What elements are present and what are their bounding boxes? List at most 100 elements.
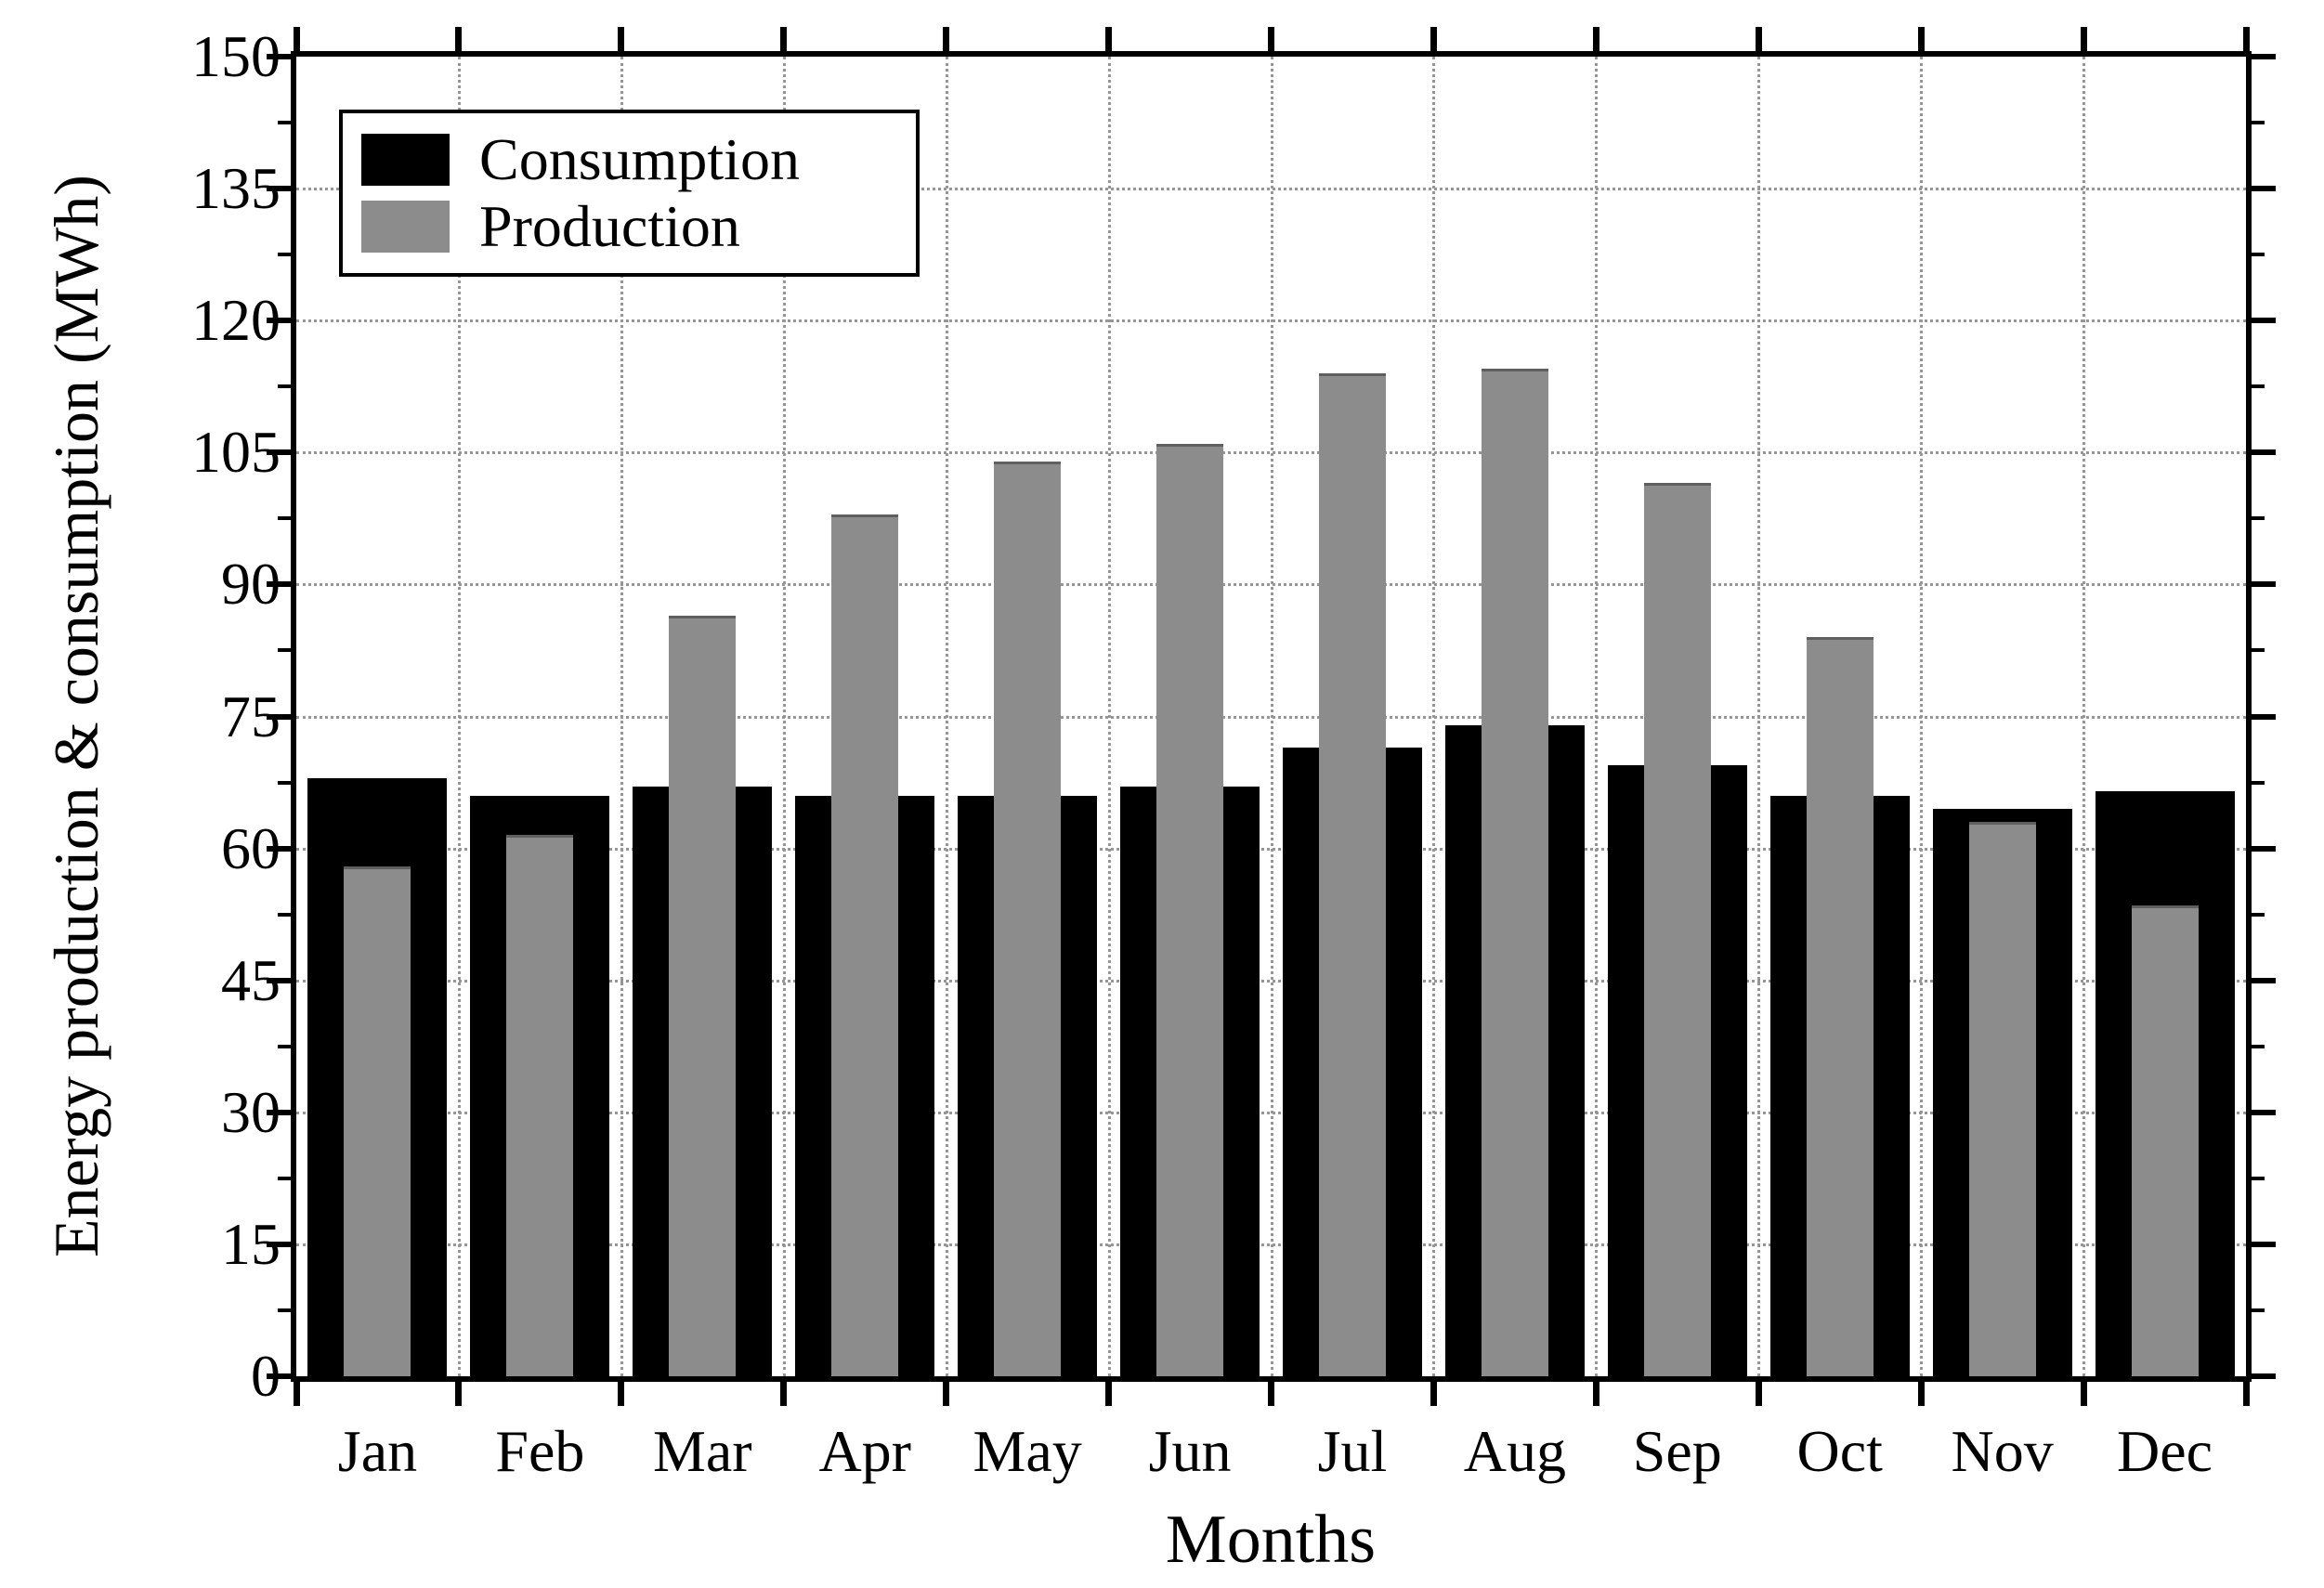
y-major-tick-left (267, 1241, 291, 1247)
y-minor-tick-left (278, 516, 291, 521)
y-major-tick-right (2252, 1109, 2276, 1115)
y-minor-tick-left (278, 780, 291, 785)
y-major-tick-right (2252, 186, 2276, 192)
x-tick-top (1105, 27, 1113, 51)
x-tick-bottom (1917, 1382, 1925, 1406)
y-tick-label: 150 (191, 23, 281, 89)
legend: Consumption Production (339, 110, 920, 277)
y-major-tick-left (267, 713, 291, 720)
y-minor-tick-left (278, 121, 291, 125)
y-minor-tick-right (2252, 253, 2265, 257)
y-major-tick-left (267, 449, 291, 456)
y-tick-label: 0 (251, 1343, 281, 1409)
y-minor-tick-right (2252, 121, 2265, 125)
legend-label-production: Production (479, 193, 740, 259)
v-gridline (620, 57, 623, 1376)
y-tick-label: 135 (191, 155, 281, 222)
bar-production-sep (1643, 483, 1711, 1376)
y-tick-label: 15 (221, 1210, 281, 1277)
x-tick-bottom (2080, 1382, 2087, 1406)
bar-production-oct (1806, 637, 1874, 1376)
x-tick-bottom (1105, 1382, 1113, 1406)
x-tick-bottom (618, 1382, 625, 1406)
y-tick-label: 120 (191, 287, 281, 354)
v-gridline (2082, 57, 2086, 1376)
y-tick-label: 90 (221, 551, 281, 618)
y-minor-tick-left (278, 1044, 291, 1048)
x-tick-bottom (1430, 1382, 1437, 1406)
y-tick-label: 30 (221, 1078, 281, 1145)
y-minor-tick-right (2252, 780, 2265, 785)
x-tick-label: Sep (1632, 1418, 1722, 1484)
y-minor-tick-right (2252, 1308, 2265, 1312)
y-tick-label: 75 (221, 683, 281, 749)
x-tick-label: Jan (337, 1418, 418, 1484)
legend-item-production: Production (361, 193, 897, 260)
y-major-tick-right (2252, 54, 2276, 59)
x-tick-top (2080, 27, 2087, 51)
y-minor-tick-right (2252, 384, 2265, 389)
y-tick-label: 45 (221, 946, 281, 1013)
x-tick-label: Aug (1463, 1418, 1566, 1484)
bar-production-may (994, 461, 1062, 1376)
y-minor-tick-right (2252, 1044, 2265, 1048)
x-tick-top (1430, 27, 1437, 51)
bar-production-mar (669, 615, 737, 1376)
y-major-tick-right (2252, 1241, 2276, 1247)
x-tick-label: Dec (2117, 1418, 2213, 1484)
y-axis-title: Energy production & consumption (MWh) (41, 175, 111, 1257)
x-tick-top (1592, 27, 1599, 51)
bar-production-aug (1481, 369, 1548, 1376)
x-tick-bottom (293, 1382, 300, 1406)
y-major-tick-left (267, 581, 291, 588)
x-tick-label: Apr (818, 1418, 911, 1484)
y-minor-tick-right (2252, 912, 2265, 917)
y-major-tick-left (267, 977, 291, 983)
x-tick-bottom (943, 1382, 950, 1406)
x-tick-top (455, 27, 463, 51)
x-tick-label: Jun (1148, 1418, 1232, 1484)
legend-label-consumption: Consumption (479, 126, 800, 192)
x-tick-bottom (455, 1382, 463, 1406)
bar-production-nov (1968, 822, 2036, 1376)
y-minor-tick-right (2252, 648, 2265, 653)
x-tick-top (780, 27, 788, 51)
y-major-tick-right (2252, 449, 2276, 456)
y-minor-tick-left (278, 912, 291, 917)
y-minor-tick-left (278, 1308, 291, 1312)
y-minor-tick-left (278, 253, 291, 257)
y-tick-label: 105 (191, 419, 281, 486)
x-tick-top (618, 27, 625, 51)
x-tick-bottom (1268, 1382, 1274, 1406)
y-major-tick-right (2252, 581, 2276, 588)
v-gridline (1757, 57, 1761, 1376)
x-tick-label: Nov (1951, 1418, 2054, 1484)
y-major-tick-right (2252, 977, 2276, 983)
x-tick-bottom (1755, 1382, 1762, 1406)
x-tick-label: Mar (652, 1418, 752, 1484)
bar-production-jan (344, 866, 411, 1376)
consumption-swatch (361, 134, 450, 186)
v-gridline (1432, 57, 1436, 1376)
x-tick-bottom (2242, 1382, 2250, 1406)
x-tick-label: Feb (495, 1418, 585, 1484)
y-minor-tick-left (278, 384, 291, 389)
v-gridline (457, 57, 461, 1376)
v-gridline (782, 57, 786, 1376)
x-tick-top (1917, 27, 1925, 51)
plot-area (267, 27, 2276, 1406)
x-tick-label: Oct (1796, 1418, 1883, 1484)
v-gridline (1920, 57, 1924, 1376)
y-major-tick-right (2252, 1373, 2276, 1379)
x-tick-top (943, 27, 950, 51)
x-tick-label: Jul (1317, 1418, 1388, 1484)
x-tick-top (1268, 27, 1274, 51)
x-tick-bottom (1592, 1382, 1599, 1406)
y-major-tick-left (267, 845, 291, 852)
v-gridline (1595, 57, 1599, 1376)
legend-item-consumption: Consumption (361, 126, 897, 193)
production-swatch (361, 201, 450, 253)
y-tick-label: 60 (221, 814, 281, 881)
y-minor-tick-right (2252, 516, 2265, 521)
v-gridline (1107, 57, 1111, 1376)
